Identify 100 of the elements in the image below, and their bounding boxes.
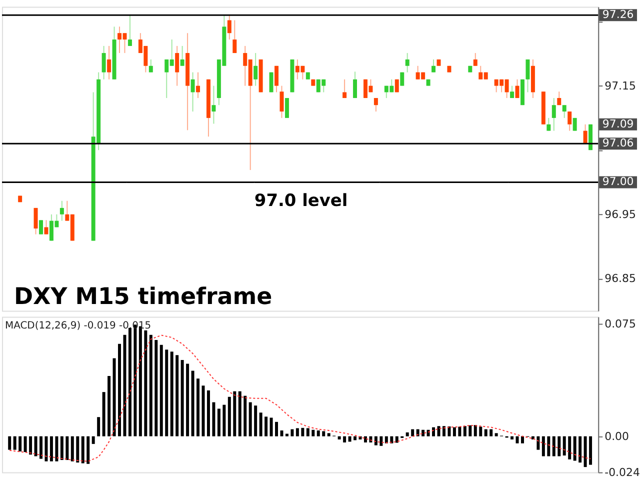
bar [228, 396, 231, 436]
bar [212, 402, 216, 436]
bar [296, 428, 299, 436]
bar [312, 430, 315, 436]
bar [191, 370, 194, 436]
y-tick-label: 96.95 [604, 208, 636, 221]
bar [70, 436, 74, 462]
bar [479, 426, 482, 436]
bar [348, 436, 352, 442]
bar [542, 436, 545, 456]
bar [233, 391, 236, 436]
bar [589, 436, 592, 465]
bar [494, 433, 498, 436]
bar [380, 436, 383, 446]
bar [81, 436, 84, 464]
bar [448, 426, 451, 436]
candlestick [39, 220, 43, 235]
bar [123, 334, 126, 436]
bar [275, 422, 278, 436]
bar [374, 436, 378, 446]
bar [316, 430, 320, 436]
bar [44, 436, 48, 462]
bar [196, 378, 200, 436]
bar [118, 344, 121, 436]
y-tick-label: 97.15 [604, 79, 636, 92]
bar [165, 350, 168, 436]
bar [264, 416, 268, 436]
annotation: DXY M15 timeframe [14, 284, 272, 310]
bar [154, 340, 158, 436]
bar [60, 436, 64, 460]
bar [217, 408, 220, 436]
bar [280, 430, 284, 436]
bar [322, 431, 326, 436]
candlestick [284, 98, 289, 118]
bar [13, 436, 16, 450]
ref-line-label: 97.00 [602, 175, 634, 188]
bar [547, 436, 550, 456]
bar [432, 427, 436, 436]
bar [66, 436, 69, 460]
bar [484, 429, 488, 436]
bar [102, 392, 106, 436]
bar [170, 352, 174, 436]
annotation: 97.09 [602, 117, 634, 130]
bar [510, 436, 514, 440]
bar [474, 425, 477, 436]
bar [327, 433, 330, 436]
bar [364, 436, 367, 442]
bar [76, 436, 80, 463]
y-tick-label: 0.075 [604, 317, 636, 330]
bar [97, 417, 100, 436]
line-series [9, 334, 592, 462]
bar [29, 436, 32, 455]
bar [238, 391, 242, 436]
bar [186, 364, 190, 436]
y-tick-label: -0.024 [604, 466, 640, 479]
y-tick-label: 0.00 [604, 430, 630, 443]
bar [144, 330, 148, 436]
bar [552, 436, 556, 456]
bar [222, 404, 226, 436]
bar [285, 434, 288, 436]
bar [573, 436, 576, 461]
bar [390, 436, 394, 444]
bar [578, 436, 582, 463]
bar [128, 328, 132, 436]
bar [24, 436, 27, 452]
bar [108, 376, 111, 436]
bar [463, 426, 466, 436]
ref-line-label: 97.06 [602, 136, 634, 150]
bar [244, 396, 247, 436]
bar [202, 386, 205, 436]
bar [301, 428, 304, 436]
bar [254, 406, 258, 436]
bar [50, 436, 53, 462]
bar [558, 436, 561, 456]
bar [584, 436, 587, 468]
bar [149, 334, 152, 436]
ref-line-label: 97.26 [602, 8, 634, 22]
bar [18, 436, 22, 452]
candlestick [572, 117, 577, 132]
bar [411, 429, 414, 436]
bar [8, 436, 12, 450]
bar [290, 429, 294, 436]
annotation: 97.0 level [254, 190, 348, 210]
bar [490, 429, 493, 436]
bar [248, 402, 252, 436]
bar [270, 418, 273, 436]
bar [176, 355, 179, 436]
bar [338, 436, 341, 440]
bar [458, 426, 462, 436]
bar [259, 412, 262, 436]
bar [416, 429, 420, 436]
bar [343, 436, 346, 442]
bar [112, 358, 116, 436]
y-tick-label: 96.85 [604, 272, 636, 286]
bar [568, 436, 572, 460]
bar [306, 428, 310, 436]
bar [34, 436, 38, 456]
bar [384, 436, 388, 444]
bar [442, 426, 446, 436]
bar [422, 430, 425, 436]
